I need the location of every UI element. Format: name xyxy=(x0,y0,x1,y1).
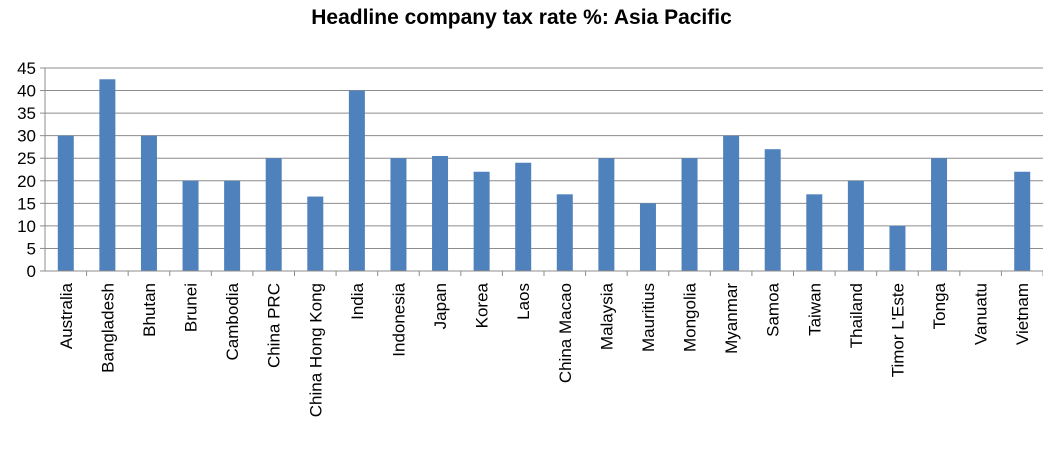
bar xyxy=(473,171,490,271)
bar xyxy=(140,135,157,271)
x-tick-label: Mauritius xyxy=(639,283,658,352)
x-tick-label: Korea xyxy=(473,282,492,328)
x-tick-label: Laos xyxy=(514,283,533,320)
x-tick-label: Australia xyxy=(57,282,76,349)
bar xyxy=(307,196,324,271)
bar xyxy=(390,158,407,271)
bar xyxy=(931,158,948,271)
x-tick-label: Samoa xyxy=(764,282,783,336)
x-tick-label: China PRC xyxy=(265,283,284,368)
bar xyxy=(432,155,449,271)
x-tick-label: Indonesia xyxy=(389,282,408,356)
y-tick-label: 30 xyxy=(17,127,36,146)
x-tick-label: China Macao xyxy=(556,283,575,383)
bar xyxy=(57,135,74,271)
bar xyxy=(598,158,615,271)
x-tick-label: Bangladesh xyxy=(98,283,117,373)
bar xyxy=(723,135,740,271)
x-tick-label: Japan xyxy=(431,283,450,329)
x-tick-label: Tonga xyxy=(930,282,949,329)
y-tick-label: 0 xyxy=(27,262,36,281)
x-tick-label: Malaysia xyxy=(597,282,616,350)
bar xyxy=(681,158,698,271)
x-tick-label: Timor L'Este xyxy=(888,283,907,377)
bar xyxy=(806,194,823,271)
y-tick-label: 25 xyxy=(17,149,36,168)
x-tick-label: Thailand xyxy=(847,283,866,348)
y-tick-label: 45 xyxy=(17,59,36,78)
x-tick-label: Mongolia xyxy=(681,282,700,352)
bar xyxy=(764,149,781,271)
bar xyxy=(182,180,199,271)
bar xyxy=(99,79,116,272)
x-tick-label: Cambodia xyxy=(223,282,242,360)
bar xyxy=(847,180,864,271)
x-tick-label: Vanuatu xyxy=(972,283,991,345)
x-tick-label: Vietnam xyxy=(1013,283,1032,345)
bar xyxy=(224,180,241,271)
y-tick-label: 35 xyxy=(17,104,36,123)
y-tick-label: 5 xyxy=(27,239,36,258)
bar xyxy=(348,90,365,271)
x-tick-label: India xyxy=(348,282,367,319)
bar xyxy=(556,194,573,271)
x-tick-label: Brunei xyxy=(182,283,201,332)
y-tick-label: 10 xyxy=(17,217,36,236)
y-tick-label: 40 xyxy=(17,82,36,101)
x-tick-label: Taiwan xyxy=(805,283,824,336)
bar xyxy=(515,162,532,271)
x-tick-label: China Hong Kong xyxy=(306,283,325,417)
bar xyxy=(889,225,906,271)
y-tick-label: 15 xyxy=(17,194,36,213)
chart-title: Headline company tax rate %: Asia Pacifi… xyxy=(311,6,732,29)
bar xyxy=(265,158,282,271)
y-tick-label: 20 xyxy=(17,172,36,191)
x-tick-label: Bhutan xyxy=(140,283,159,337)
bar xyxy=(639,203,656,271)
x-tick-label: Myanmar xyxy=(722,283,741,354)
bar xyxy=(1014,171,1031,271)
